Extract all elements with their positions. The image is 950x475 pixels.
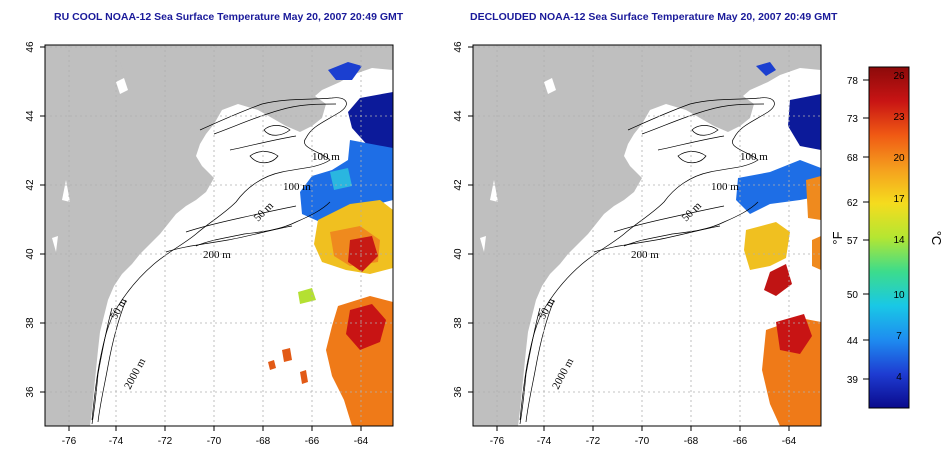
colorbar-celsius-ticks: 26 23 20 17 14 10 7 4 <box>893 71 905 383</box>
colorbar-fahrenheit-tick-label: 50 <box>847 290 859 301</box>
left-plot-frame <box>44 44 394 427</box>
right-sst-red <box>764 264 792 296</box>
colorbar-fahrenheit-tick-label: 78 <box>847 76 859 87</box>
left-map: 100 m 100 m 50 m 200 m 50 m 2000 m -76 -7… <box>25 41 394 447</box>
left-y-tick-label: 46 <box>25 41 36 53</box>
left-y-tick-label: 44 <box>25 110 36 122</box>
left-sst-south-red <box>346 304 386 350</box>
right-plot-frame <box>472 44 822 427</box>
colorbar-fahrenheit-tick-label: 44 <box>847 336 859 347</box>
right-y-tick-label: 38 <box>453 317 464 329</box>
left-x-axis: -76 -74 -72 -70 -68 -66 -64 <box>62 426 369 447</box>
left-x-tick-label: -66 <box>305 436 320 447</box>
left-sst-red <box>348 236 378 272</box>
left-contour-label-100m-b: 100 m <box>283 181 311 193</box>
colorbar-fahrenheit-tick-label: 73 <box>847 114 859 125</box>
left-land <box>45 45 393 426</box>
right-sst-mid-blue <box>736 160 821 214</box>
fahrenheit-unit-label: °F <box>830 231 845 244</box>
right-sst-south-orange <box>762 318 821 426</box>
left-x-tick-label: -70 <box>207 436 222 447</box>
colorbar-bar <box>868 66 910 409</box>
right-contour-label-100m-a: 100 m <box>740 151 768 163</box>
colorbar-celsius-tick-label: 26 <box>893 71 905 82</box>
right-sst-east-cold <box>788 94 821 150</box>
colorbar-celsius-tick-label: 14 <box>893 235 905 246</box>
right-sst-north <box>756 62 776 76</box>
right-x-tick-label: -66 <box>733 436 748 447</box>
left-x-tick-label: -64 <box>354 436 369 447</box>
left-x-tick-label: -74 <box>109 436 124 447</box>
right-y-axis: 46 44 42 40 38 36 <box>453 41 473 398</box>
right-x-tick-label: -76 <box>490 436 505 447</box>
right-x-axis: -76 -74 -72 -70 -68 -66 -64 <box>490 426 797 447</box>
right-x-tick-label: -70 <box>635 436 650 447</box>
right-map: 100 m 100 m 50 m 200 m 50 m 2000 m -76 -7… <box>453 41 822 447</box>
colorbar-fahrenheit-tick-label: 62 <box>847 198 859 209</box>
colorbar-celsius-tick-label: 17 <box>893 194 905 205</box>
right-contour-label-200m: 200 m <box>631 249 659 261</box>
right-x-tick-label: -74 <box>537 436 552 447</box>
right-grid <box>473 45 821 426</box>
left-y-tick-label: 40 <box>25 248 36 260</box>
right-y-tick-label: 46 <box>453 41 464 53</box>
colorbar-fahrenheit-tick-label: 39 <box>847 375 859 386</box>
left-sst-east-cold <box>348 92 393 150</box>
right-y-tick-label: 44 <box>453 110 464 122</box>
left-panel-title: RU COOL NOAA-12 Sea Surface Temperature … <box>54 11 404 23</box>
colorbar-fahrenheit-tick-label: 57 <box>847 236 859 247</box>
left-sst-yellowgreen <box>298 288 316 304</box>
celsius-unit-label: °C <box>929 231 944 246</box>
left-bathymetry-contours <box>91 97 347 425</box>
colorbar-celsius-tick-label: 20 <box>893 153 905 164</box>
right-y-tick-label: 36 <box>453 386 464 398</box>
right-sst-south-red <box>776 314 812 354</box>
colorbar-fahrenheit-tick-label: 68 <box>847 153 859 164</box>
right-land <box>473 45 821 426</box>
right-x-tick-label: -68 <box>684 436 699 447</box>
colorbar-celsius-tick-label: 23 <box>893 112 905 123</box>
left-sst-scatter <box>268 348 308 384</box>
right-x-tick-label: -72 <box>586 436 601 447</box>
left-x-tick-label: -68 <box>256 436 271 447</box>
right-sst-orange-small <box>806 176 821 270</box>
right-bathymetry-contours <box>519 97 775 425</box>
left-x-tick-label: -76 <box>62 436 77 447</box>
colorbar-fahrenheit-ticks: 78 73 68 62 57 50 44 39 <box>847 76 869 386</box>
left-y-tick-label: 36 <box>25 386 36 398</box>
left-sst-north <box>328 62 362 80</box>
right-y-tick-label: 40 <box>453 248 464 260</box>
right-panel-title: DECLOUDED NOAA-12 Sea Surface Temperatur… <box>470 11 838 23</box>
right-contour-label-100m-b: 100 m <box>711 181 739 193</box>
left-contour-label-100m-a: 100 m <box>312 151 340 163</box>
colorbar-celsius-tick-label: 4 <box>896 372 902 383</box>
colorbar-celsius-tick-label: 10 <box>893 290 905 301</box>
colorbar: 78 73 68 62 57 50 44 39 26 23 20 17 14 10 7 4 °F °C <box>830 66 944 409</box>
left-contour-label-200m: 200 m <box>203 249 231 261</box>
colorbar-celsius-tick-label: 7 <box>896 331 902 342</box>
left-y-tick-label: 42 <box>25 179 36 191</box>
right-sst-yellow <box>744 222 790 270</box>
left-sst-teal <box>330 168 352 190</box>
left-y-tick-label: 38 <box>25 317 36 329</box>
left-x-tick-label: -72 <box>158 436 173 447</box>
right-x-tick-label: -64 <box>782 436 797 447</box>
left-y-axis: 46 44 42 40 38 36 <box>25 41 45 398</box>
right-y-tick-label: 42 <box>453 179 464 191</box>
left-grid <box>45 45 393 426</box>
